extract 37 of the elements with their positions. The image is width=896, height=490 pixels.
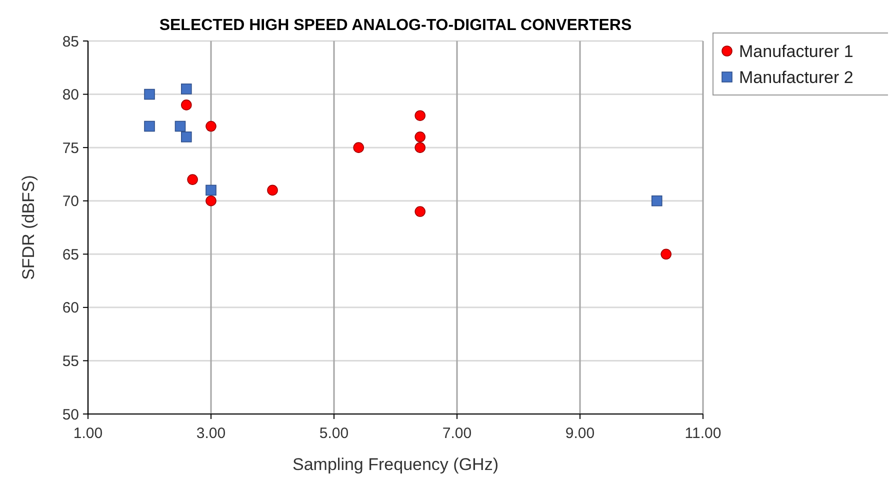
point: [181, 84, 192, 94]
point: [414, 132, 426, 142]
y-tick-label: 60: [62, 300, 79, 317]
x-axis-title: Sampling Frequency (GHz): [292, 455, 498, 474]
point: [660, 248, 672, 260]
point: [414, 206, 426, 217]
y-axis-title: SFDR (dBFS): [19, 175, 38, 280]
y-tick-label: 65: [62, 246, 79, 264]
point: [144, 120, 155, 132]
point: [174, 120, 186, 132]
y-tick-label: 55: [62, 352, 79, 370]
point: [181, 132, 192, 142]
y-tick-label: 50: [62, 406, 79, 424]
y-tick-label: 75: [62, 140, 79, 157]
chart-title: SELECTED HIGH SPEED ANALOG-TO-DIGITAL CONVERTERS: [159, 17, 632, 34]
x-tick-label: 1.00: [73, 425, 103, 442]
point: [206, 120, 216, 132]
y-tick-label: 80: [62, 86, 79, 104]
point: [206, 184, 216, 196]
legend-label: Manufacturer 2: [739, 68, 854, 87]
x-tick-label: 11.00: [684, 425, 722, 442]
y-tick-label: 70: [62, 193, 79, 210]
point: [414, 110, 426, 121]
point: [651, 195, 662, 206]
point: [181, 100, 192, 110]
point: [267, 184, 278, 196]
legend-label: Manufacturer 1: [739, 42, 854, 61]
y-tick-label: 85: [62, 33, 79, 50]
x-tick-label: 7.00: [442, 425, 472, 442]
point: [187, 174, 198, 185]
x-tick-label: 5.00: [319, 425, 349, 442]
point: [414, 142, 426, 153]
point: [353, 142, 364, 153]
x-tick-label: 3.00: [196, 425, 226, 442]
point: [144, 88, 155, 100]
point: [206, 195, 216, 206]
x-tick-label: 9.00: [565, 425, 595, 442]
